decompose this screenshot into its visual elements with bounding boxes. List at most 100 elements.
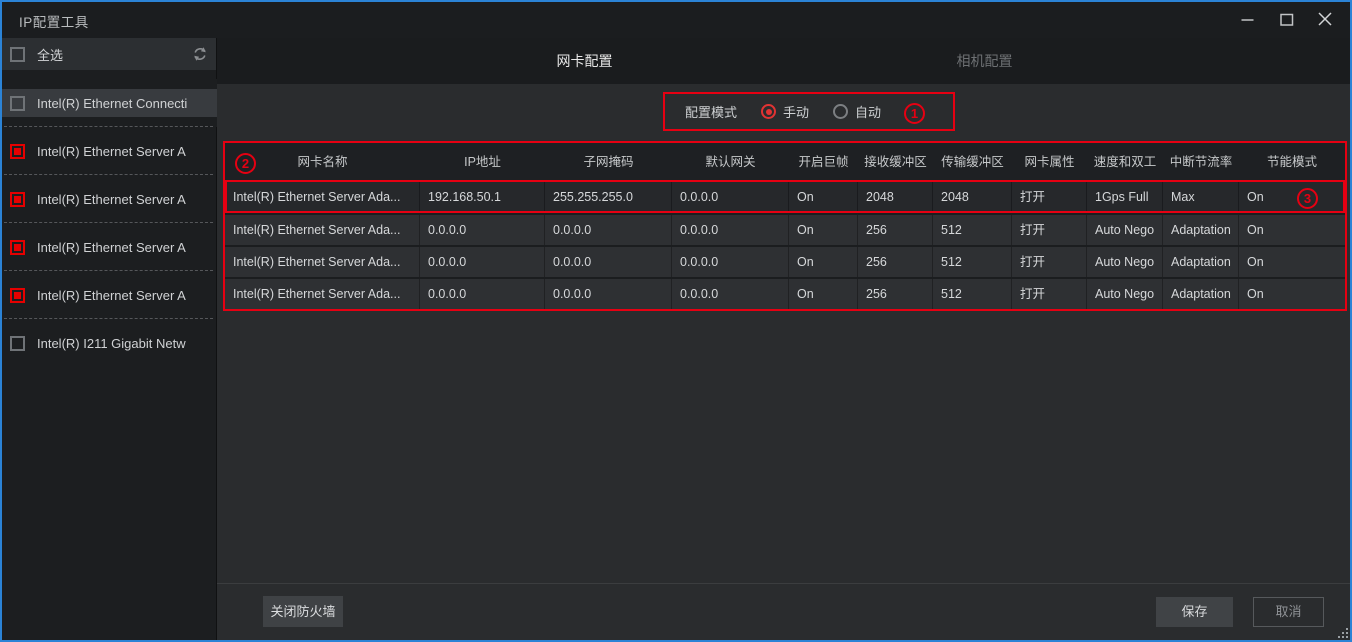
col-header-nic-name: 网卡名称 [297, 155, 348, 169]
col-header-jumbo: 开启巨帧 [798, 155, 849, 169]
adapter-list-item[interactable]: Intel(R) I211 Gigabit Netw [0, 319, 217, 367]
cell-speed-duplex: Auto Nego [1087, 247, 1163, 277]
cell-gateway: 0.0.0.0 [672, 279, 789, 309]
table-header: 网卡名称 IP地址 子网掩码 默认网关 开启巨帧 接收缓冲区 传输缓冲区 网卡属… [225, 143, 1345, 181]
cell-throttle: Max [1163, 181, 1239, 213]
adapter-list-item[interactable]: Intel(R) Ethernet Server A [0, 175, 217, 223]
cell-rx-buffer: 256 [858, 279, 933, 309]
cell-gateway: 0.0.0.0 [672, 247, 789, 277]
tabbar: 网卡配置 相机配置 [217, 38, 1352, 84]
cell-gateway: 0.0.0.0 [672, 215, 789, 245]
adapter-checkbox-checked[interactable] [10, 191, 25, 207]
titlebar: IP配置工具 [0, 0, 1352, 38]
refresh-button[interactable] [191, 45, 209, 63]
cell-rx-buffer: 2048 [858, 181, 933, 213]
adapter-list: Intel(R) Ethernet Connecti Intel(R) Ethe… [0, 79, 217, 367]
cell-speed-duplex: Auto Nego [1087, 215, 1163, 245]
cell-rx-buffer: 256 [858, 215, 933, 245]
window-title: IP配置工具 [19, 15, 89, 30]
cell-tx-buffer: 512 [933, 215, 1012, 245]
adapter-checkbox-checked[interactable] [10, 239, 25, 255]
cell-speed-duplex: Auto Nego [1087, 279, 1163, 309]
select-all-row: 全选 [0, 38, 216, 70]
config-mode-annotation-box: 配置模式 手动 自动 [663, 92, 955, 131]
adapter-label: Intel(R) I211 Gigabit Netw [37, 335, 186, 351]
col-header-nic-prop: 网卡属性 [1024, 155, 1075, 169]
callout-1: 1 [904, 103, 925, 124]
adapter-label: Intel(R) Ethernet Server A [37, 191, 186, 207]
cell-nic-prop: 打开 [1012, 215, 1087, 245]
adapter-checkbox-checked[interactable] [10, 287, 25, 303]
cell-rx-buffer: 256 [858, 247, 933, 277]
table-row[interactable]: Intel(R) Ethernet Server Ada... 0.0.0.0 … [225, 277, 1345, 309]
cell-nic-name: Intel(R) Ethernet Server Ada... [225, 279, 420, 309]
radio-auto-label: 自动 [855, 105, 882, 120]
radio-selected-icon [761, 104, 777, 119]
cell-subnet: 255.255.255.0 [545, 181, 672, 213]
table-row[interactable]: Intel(R) Ethernet Server Ada... 0.0.0.0 … [225, 213, 1345, 245]
save-button[interactable]: 保存 [1156, 597, 1233, 627]
cell-jumbo: On [789, 279, 858, 309]
main-panel: 网卡配置 相机配置 配置模式 手动 自动 网卡名称 IP地址 子网掩码 默认网关… [217, 38, 1352, 642]
col-header-throttle: 中断节流率 [1169, 155, 1233, 169]
adapter-list-item[interactable]: Intel(R) Ethernet Server A [0, 127, 217, 175]
adapter-checkbox-unchecked[interactable] [10, 95, 25, 111]
radio-manual[interactable]: 手动 [761, 102, 809, 121]
cell-nic-prop: 打开 [1012, 181, 1087, 213]
adapter-checkbox-checked[interactable] [10, 143, 25, 159]
close-icon [1318, 12, 1332, 26]
resize-grip[interactable] [1336, 626, 1348, 638]
cell-jumbo: On [789, 215, 858, 245]
adapter-checkbox-unchecked[interactable] [10, 335, 25, 351]
cell-tx-buffer: 2048 [933, 181, 1012, 213]
select-all-label: 全选 [37, 47, 64, 63]
col-header-rx-buffer: 接收缓冲区 [864, 155, 927, 169]
radio-manual-label: 手动 [783, 105, 810, 120]
col-header-gateway: 默认网关 [705, 155, 756, 169]
cell-power-save: On [1247, 287, 1264, 301]
cell-tx-buffer: 512 [933, 247, 1012, 277]
cancel-button[interactable]: 取消 [1253, 597, 1324, 627]
cell-subnet: 0.0.0.0 [545, 215, 672, 245]
select-all-checkbox[interactable] [10, 46, 25, 62]
close-button[interactable] [1304, 0, 1346, 38]
radio-auto[interactable]: 自动 [833, 102, 881, 121]
col-header-power-save: 节能模式 [1266, 155, 1317, 169]
cell-subnet: 0.0.0.0 [545, 247, 672, 277]
cell-throttle: Adaptation [1163, 279, 1239, 309]
col-header-speed-duplex: 速度和双工 [1093, 155, 1157, 169]
cell-speed-duplex: 1Gps Full [1087, 181, 1163, 213]
minimize-icon [1241, 18, 1253, 21]
cell-subnet: 0.0.0.0 [545, 279, 672, 309]
cell-tx-buffer: 512 [933, 279, 1012, 309]
cell-nic-prop: 打开 [1012, 279, 1087, 309]
refresh-icon [194, 47, 206, 61]
maximize-button[interactable] [1266, 0, 1308, 38]
table-row[interactable]: Intel(R) Ethernet Server Ada... 0.0.0.0 … [225, 245, 1345, 277]
col-header-ip: IP地址 [464, 155, 501, 169]
adapter-label: Intel(R) Ethernet Server A [37, 239, 186, 255]
tab-nic-config[interactable]: 网卡配置 [556, 53, 613, 69]
cell-power-save: On [1247, 255, 1264, 269]
adapter-label: Intel(R) Ethernet Connecti [37, 95, 188, 111]
callout-2: 2 [235, 153, 256, 174]
cell-jumbo: On [789, 247, 858, 277]
cell-ip: 192.168.50.1 [420, 181, 545, 213]
table-row[interactable]: Intel(R) Ethernet Server Ada... 192.168.… [225, 181, 1345, 213]
cell-power-save: On [1247, 223, 1264, 237]
radio-unselected-icon [833, 104, 849, 119]
tab-camera-config[interactable]: 相机配置 [956, 53, 1013, 69]
adapter-label: Intel(R) Ethernet Server A [37, 287, 186, 303]
adapter-list-item[interactable]: Intel(R) Ethernet Server A [0, 223, 217, 271]
minimize-button[interactable] [1226, 0, 1268, 38]
cell-ip: 0.0.0.0 [420, 279, 545, 309]
cell-nic-name: Intel(R) Ethernet Server Ada... [225, 247, 420, 277]
close-firewall-button[interactable]: 关闭防火墙 [263, 596, 343, 627]
adapter-list-item[interactable]: Intel(R) Ethernet Server A [0, 271, 217, 319]
config-mode-label: 配置模式 [685, 105, 738, 120]
cell-ip: 0.0.0.0 [420, 247, 545, 277]
adapter-label: Intel(R) Ethernet Server A [37, 143, 186, 159]
adapter-list-item[interactable]: Intel(R) Ethernet Connecti [0, 79, 217, 127]
cell-nic-name: Intel(R) Ethernet Server Ada... [225, 181, 420, 213]
col-header-tx-buffer: 传输缓冲区 [941, 155, 1004, 169]
